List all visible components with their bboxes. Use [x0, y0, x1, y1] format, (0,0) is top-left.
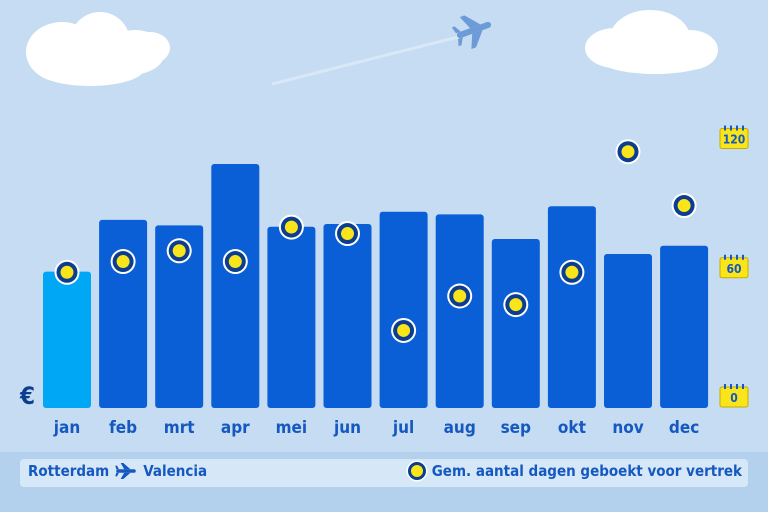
marker-dot [116, 255, 130, 269]
tick-label-60: 60 [726, 262, 741, 276]
marker-jan [54, 259, 80, 285]
calendar-ring [724, 384, 726, 389]
month-labels: jan feb mrt apr mei jun jul aug sep okt nov dec [53, 418, 700, 438]
marker-dec [671, 193, 697, 219]
bar-mrt [155, 225, 204, 408]
marker-aug [447, 283, 473, 309]
tick-0: 0 [719, 384, 749, 408]
bar-apr [211, 164, 260, 408]
calendar-ring [730, 254, 732, 260]
airplane-icon [451, 15, 492, 50]
bar-jul [379, 211, 428, 408]
bar-jan [43, 271, 91, 408]
marker-dot [60, 265, 74, 279]
calendar-icon [719, 384, 749, 408]
airplane-icon [115, 463, 136, 479]
marker-dot [509, 298, 523, 312]
bar-aug [435, 214, 484, 408]
calendar-ring [736, 384, 738, 389]
calendar-ring [724, 254, 726, 260]
bar-sep [491, 238, 540, 408]
marker-feb [110, 249, 136, 275]
calendar-body [719, 257, 749, 279]
sky-decoration [26, 10, 718, 86]
bar-jun [323, 223, 372, 408]
month-label-feb: feb [109, 418, 137, 438]
marker-dot [172, 244, 186, 258]
marker-mei [278, 214, 304, 240]
marker-okt [559, 259, 585, 285]
destination-label: Valencia [143, 462, 208, 480]
calendar-body [719, 386, 749, 408]
markers-layer [54, 139, 697, 343]
marker-dot [284, 220, 298, 234]
tick-label-120: 120 [723, 133, 746, 147]
calendar-icon [719, 125, 749, 150]
month-label-sep: sep [501, 418, 531, 438]
month-label-mei: mei [276, 418, 308, 438]
month-label-jul: jul [392, 418, 414, 438]
month-label-okt: okt [558, 418, 586, 438]
route-label: Rotterdam Valencia [28, 462, 207, 480]
month-label-jan: jan [53, 418, 80, 438]
legend-marker-icon [407, 462, 426, 480]
calendar-ring [742, 254, 744, 260]
tick-label-0: 0 [730, 391, 738, 405]
legend-text: Gem. aantal dagen geboekt voor vertrek [431, 462, 742, 480]
calendar-ring [736, 254, 738, 260]
origin-label: Rotterdam [28, 462, 110, 480]
contrail [271, 34, 463, 86]
calendar-ring [730, 125, 732, 131]
bar-nov [604, 253, 652, 408]
calendar-ring [742, 384, 744, 389]
month-label-aug: aug [444, 418, 476, 438]
calendar-ring [730, 384, 732, 389]
marker-jul [391, 317, 417, 343]
month-label-nov: nov [612, 418, 643, 438]
marker-dot [397, 323, 411, 337]
calendar-icon [719, 254, 749, 279]
bar-feb [99, 219, 148, 408]
bar-dec [660, 245, 709, 408]
bars-layer [43, 164, 709, 408]
marker-apr [222, 249, 248, 275]
marker-dot [453, 289, 467, 303]
marker-dot [228, 255, 242, 269]
month-label-jun: jun [333, 418, 361, 438]
month-label-dec: dec [669, 418, 699, 438]
marker-jun [335, 221, 360, 247]
cloud-right-icon [585, 10, 718, 74]
marker-dot [677, 199, 691, 213]
bar-okt [547, 206, 596, 408]
route-box [20, 459, 748, 487]
right-axis-ticks: 0 60 120 [719, 125, 749, 408]
marker-dot [621, 145, 635, 159]
chart-svg: jan feb mrt apr mei jun jul aug sep okt nov dec 0 60… [19, 10, 749, 438]
bar-mei [267, 226, 316, 408]
legend: Gem. aantal dagen geboekt voor vertrek [407, 462, 742, 480]
marker-nov [615, 139, 641, 165]
cloud-left-icon [26, 12, 170, 86]
marker-sep [503, 292, 529, 318]
month-label-mrt: mrt [164, 418, 195, 438]
marker-dot [341, 227, 354, 241]
marker-mrt [166, 238, 192, 264]
calendar-ring [742, 125, 744, 131]
tick-120: 120 [719, 125, 749, 150]
currency-label: € [19, 382, 35, 410]
month-label-apr: apr [221, 418, 250, 438]
tick-60: 60 [719, 254, 749, 279]
calendar-ring [736, 125, 738, 131]
calendar-ring [724, 125, 726, 131]
calendar-body [719, 128, 749, 150]
marker-dot [565, 265, 579, 279]
